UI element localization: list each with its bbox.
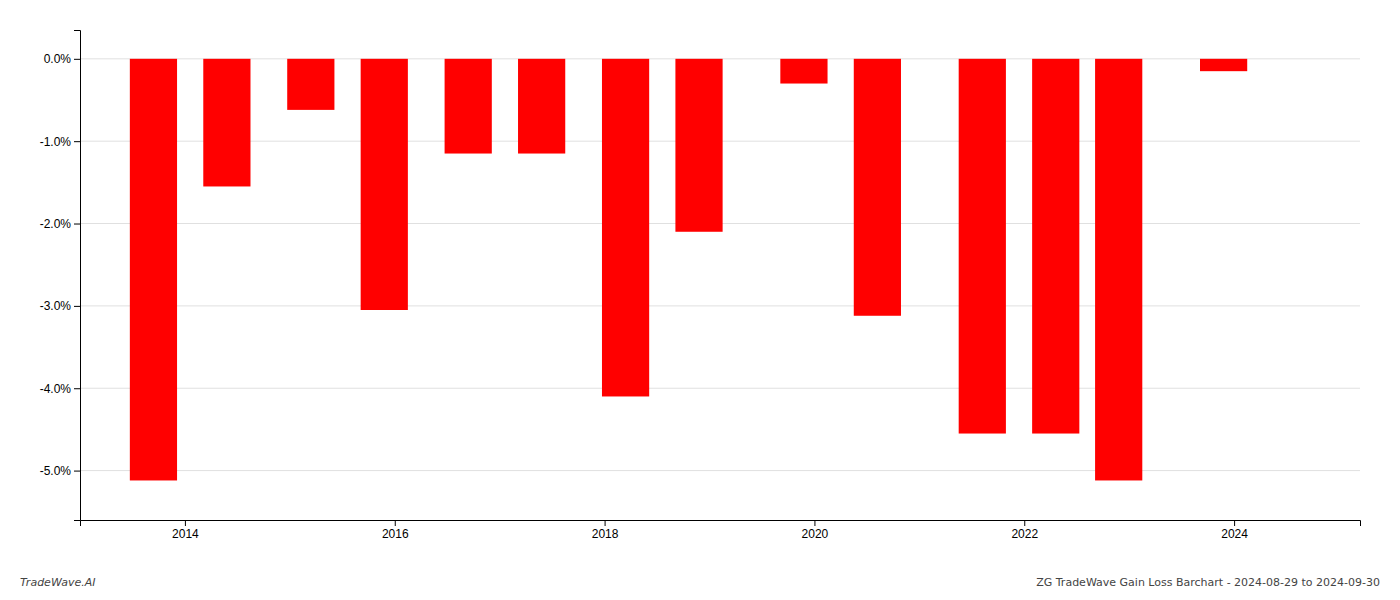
tick-label: -2.0% — [40, 217, 72, 231]
footer: TradeWave.AI — [20, 576, 95, 589]
tick-mark — [74, 224, 80, 225]
tick-mark — [74, 388, 80, 389]
x-axis: 2014 2016 2018 2020 2022 2024 — [81, 520, 1361, 541]
tick-label: 2020 — [802, 527, 829, 541]
bar — [1032, 59, 1079, 434]
grid — [80, 59, 1360, 471]
tick-mark — [1234, 520, 1235, 526]
footer: ZG TradeWave Gain Loss Barchart - 2024-0… — [1036, 576, 1380, 589]
bar — [959, 59, 1006, 434]
y-axis: -5.0% -4.0% -3.0% -2.0% -1.0% 0.0% — [40, 31, 81, 521]
grid-line — [80, 388, 1360, 389]
bar — [1095, 59, 1142, 481]
bar — [1200, 59, 1247, 71]
x-tick: 2024 — [1221, 520, 1248, 541]
y-tick: -5.0% — [40, 464, 80, 478]
tick-mark — [395, 520, 396, 526]
tick-label: -1.0% — [40, 135, 72, 149]
y-tick: -1.0% — [40, 135, 80, 149]
y-tick: -4.0% — [40, 382, 80, 396]
tick-mark — [74, 306, 80, 307]
bar — [287, 59, 334, 110]
axis-line — [74, 31, 81, 521]
y-tick: 0.0% — [44, 52, 80, 66]
axis-line — [81, 521, 1361, 527]
x-tick: 2014 — [172, 520, 199, 541]
tick-label: -3.0% — [40, 299, 72, 313]
tick-label: 2018 — [592, 527, 619, 541]
x-tick: 2018 — [592, 520, 619, 541]
tick-label: 2016 — [382, 527, 409, 541]
chart: 201420162018202020222024-5.0%-4.0%-3.0%-… — [0, 0, 1400, 600]
tick-mark — [74, 59, 80, 60]
bar — [361, 59, 408, 310]
bar — [203, 59, 250, 187]
bar — [602, 59, 649, 397]
tick-label: 2014 — [172, 527, 199, 541]
footers: TradeWave.AI ZG TradeWave Gain Loss Barch… — [20, 576, 1380, 589]
tick-mark — [74, 471, 80, 472]
tick-label: 2022 — [1011, 527, 1038, 541]
tick-mark — [74, 141, 80, 142]
tick-mark — [185, 520, 186, 526]
grid-line — [80, 470, 1360, 471]
bar — [445, 59, 492, 154]
tick-mark — [605, 520, 606, 526]
bar — [130, 59, 177, 481]
grid-line — [80, 305, 1360, 306]
tick-mark — [814, 520, 815, 526]
bar — [780, 59, 827, 84]
bar — [518, 59, 565, 154]
x-tick: 2020 — [802, 520, 829, 541]
y-tick: -2.0% — [40, 217, 80, 231]
tick-label: 0.0% — [44, 52, 72, 66]
plot: 201420162018202020222024-5.0%-4.0%-3.0%-… — [40, 31, 1361, 541]
y-tick: -3.0% — [40, 299, 80, 313]
bar — [675, 59, 722, 232]
tick-label: -4.0% — [40, 382, 72, 396]
x-tick: 2016 — [382, 520, 409, 541]
bars — [130, 59, 1247, 481]
tick-label: -5.0% — [40, 464, 72, 478]
tick-label: 2024 — [1221, 527, 1248, 541]
bar — [854, 59, 901, 316]
x-tick: 2022 — [1011, 520, 1038, 541]
tick-mark — [1024, 520, 1025, 526]
